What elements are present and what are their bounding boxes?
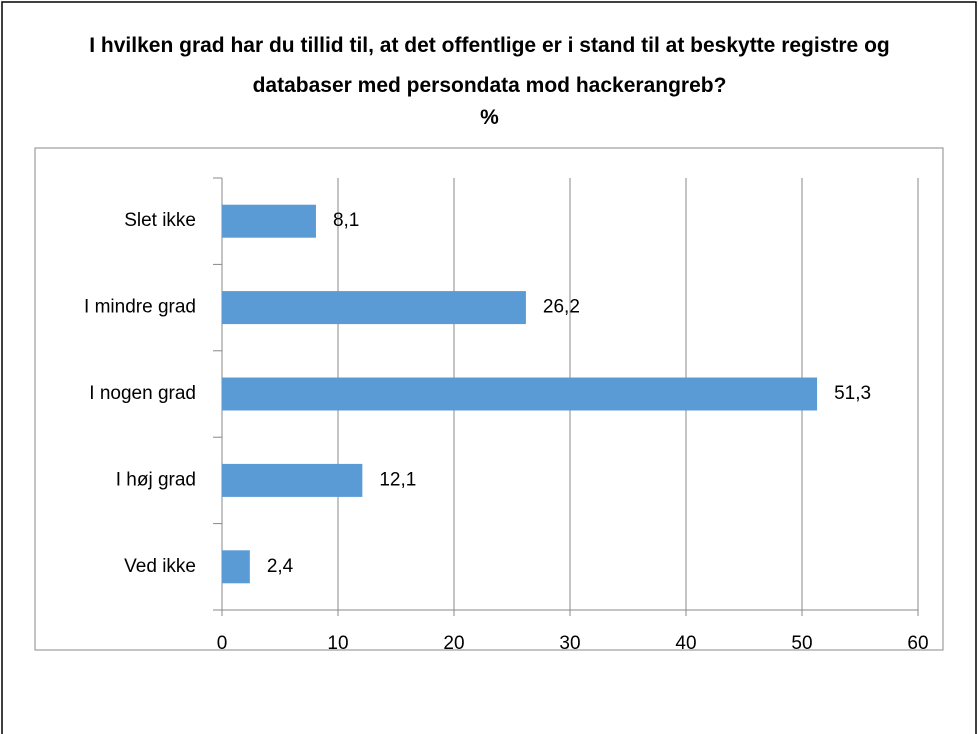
- bar: [222, 550, 250, 584]
- x-tick-label: 50: [791, 633, 812, 654]
- data-label: 51,3: [834, 383, 871, 404]
- chart-title: I hvilken grad har du tillid til, at det…: [89, 34, 890, 97]
- chart-subtitle: %: [480, 106, 499, 129]
- y-tick-label: Slet ikke: [124, 210, 196, 231]
- bar: [222, 204, 316, 238]
- y-tick-label: Ved ikke: [124, 556, 196, 577]
- x-tick-label: 40: [675, 633, 696, 654]
- bar: [222, 463, 363, 497]
- plot-frame: [34, 147, 944, 651]
- bar: [222, 377, 818, 411]
- x-tick-label: 0: [217, 633, 228, 654]
- data-label: 26,2: [543, 297, 580, 318]
- x-tick-label: 10: [327, 633, 348, 654]
- data-label: 2,4: [267, 556, 294, 577]
- y-tick-label: I nogen grad: [89, 383, 196, 404]
- data-label: 12,1: [379, 469, 416, 490]
- x-tick-label: 20: [443, 633, 464, 654]
- y-tick-label: I mindre grad: [84, 297, 196, 318]
- y-tick-label: I høj grad: [116, 469, 196, 490]
- x-tick-label: 30: [559, 633, 580, 654]
- data-label: 8,1: [333, 210, 359, 231]
- x-tick-label: 60: [907, 633, 928, 654]
- bar: [222, 291, 526, 325]
